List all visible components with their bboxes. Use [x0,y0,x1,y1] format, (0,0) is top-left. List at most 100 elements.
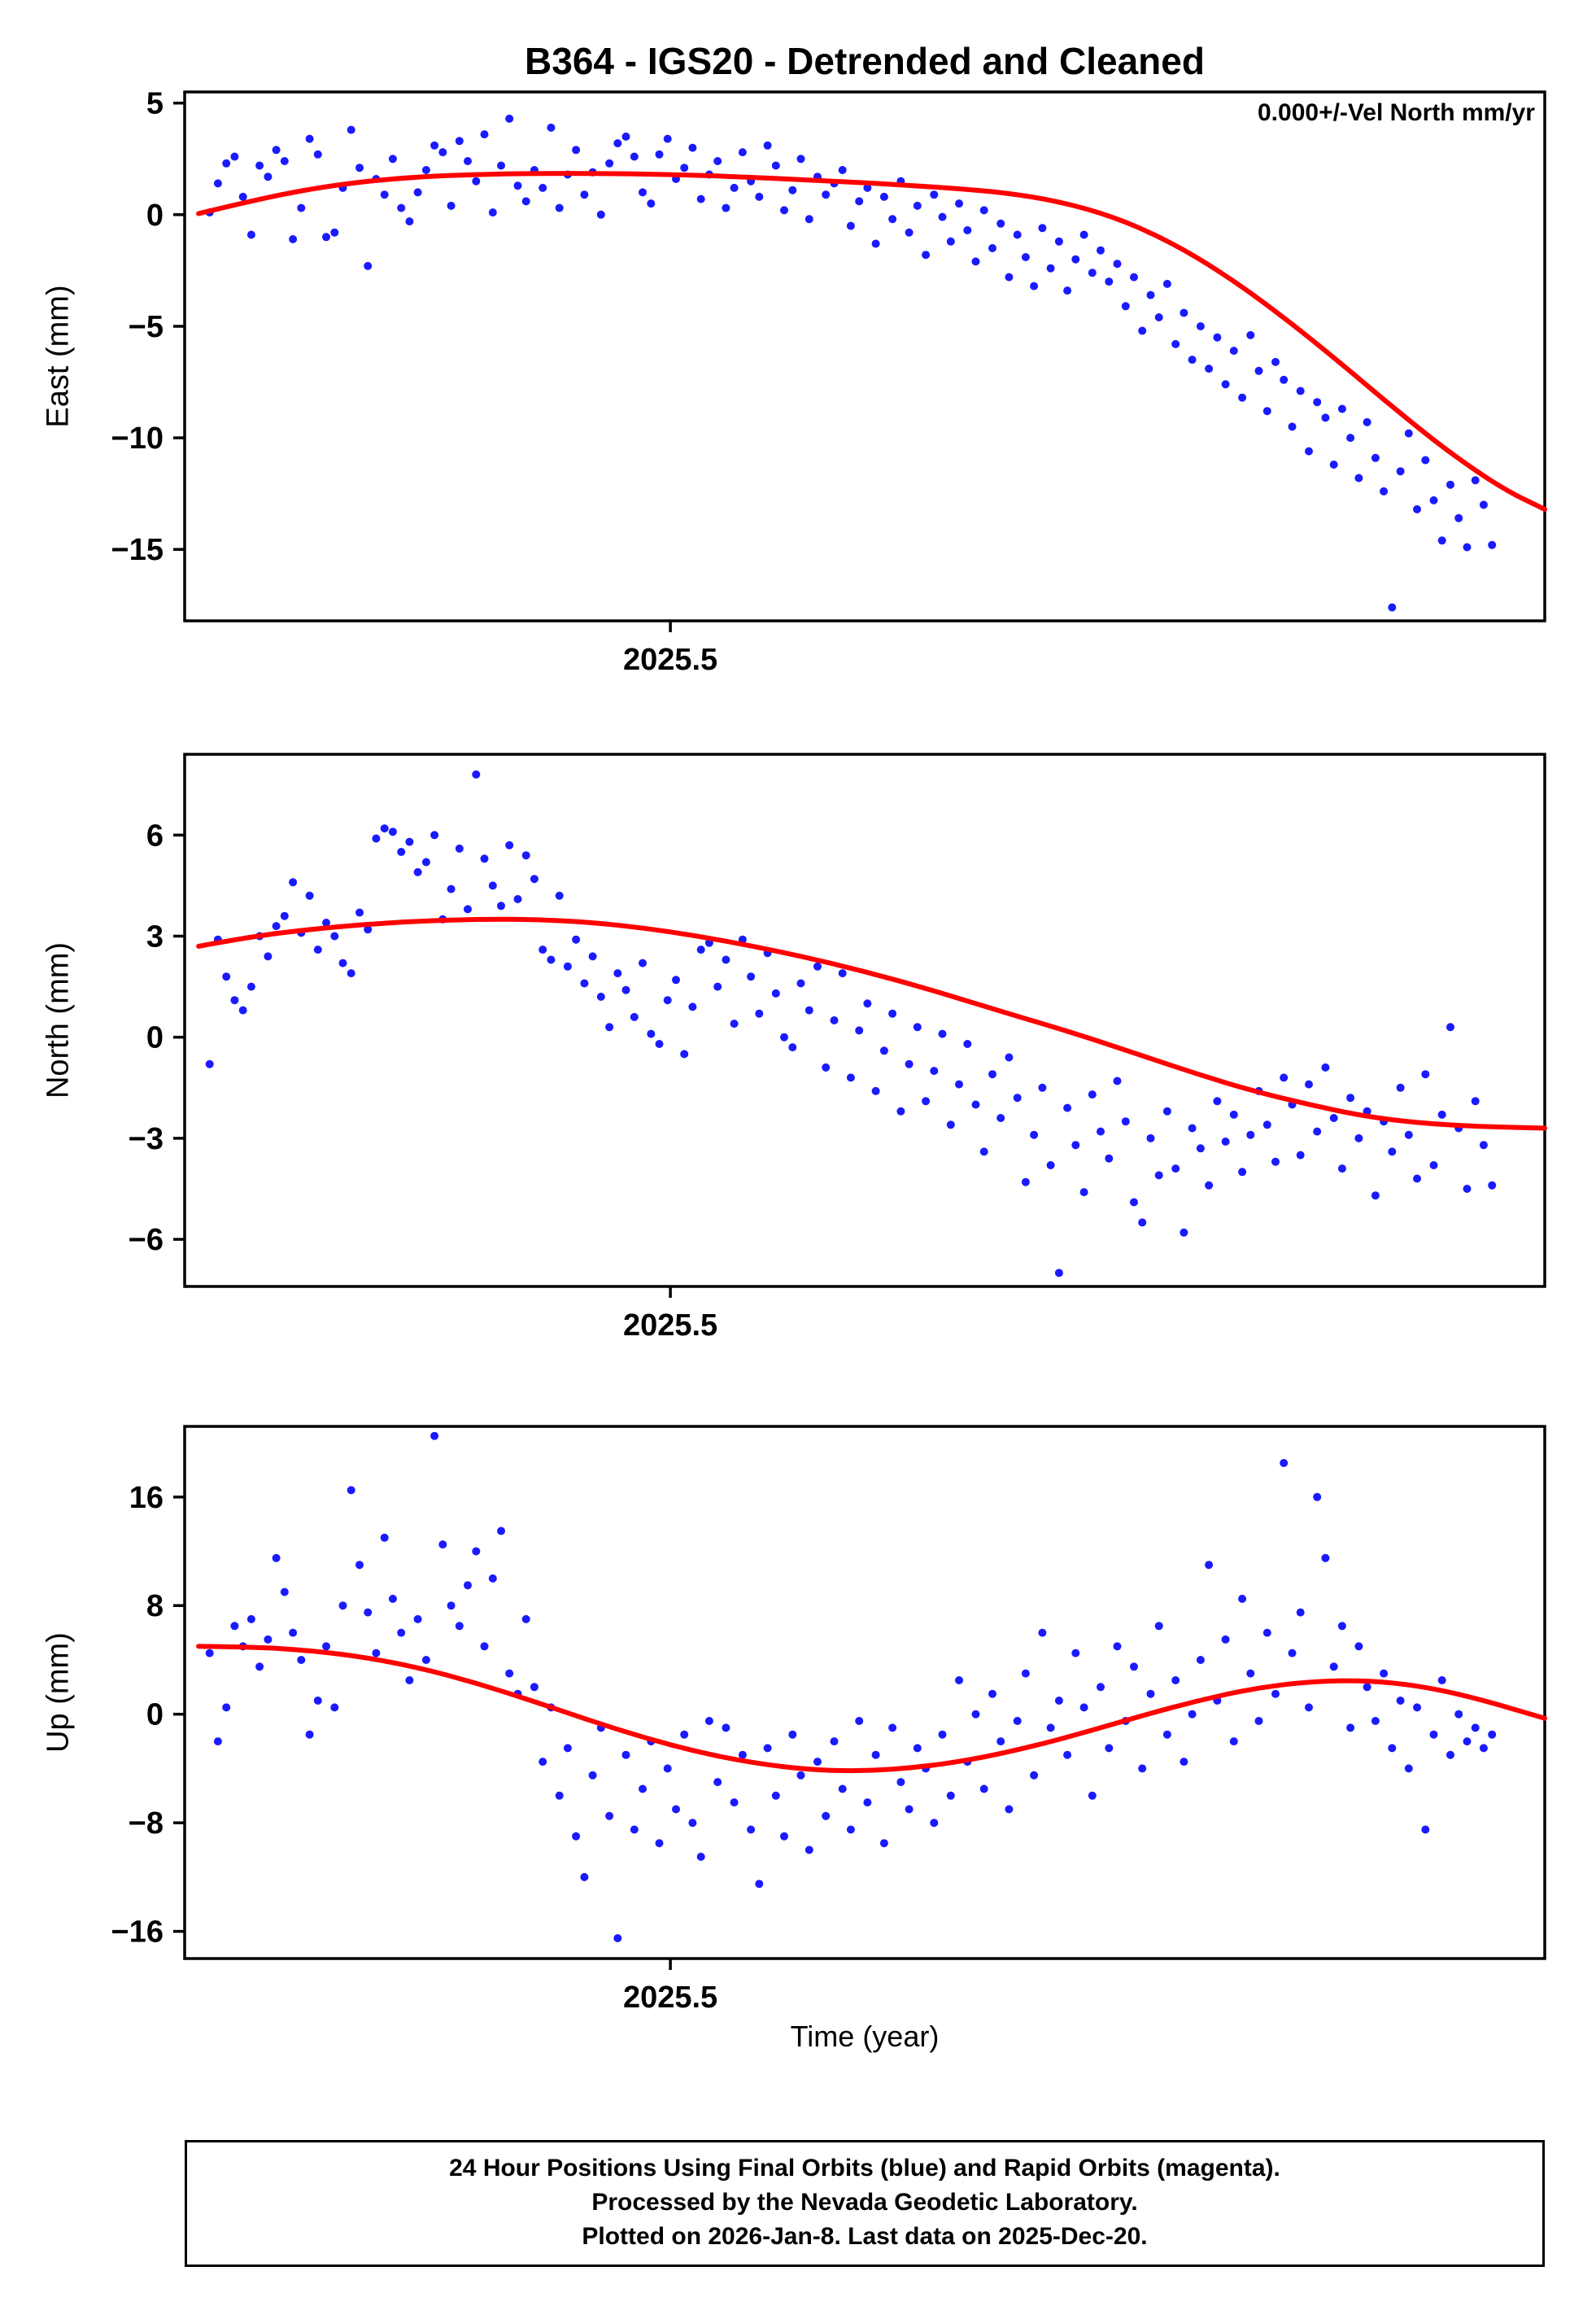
data-point [1113,260,1122,269]
data-point [730,183,739,192]
data-point [338,959,347,967]
data-point [871,1086,880,1095]
data-point [289,235,298,243]
data-point [1313,1127,1322,1136]
data-point [630,152,639,161]
velocity-annotation: 0.000+/-Vel North mm/yr [1258,99,1535,126]
data-point [555,891,564,900]
data-point [1213,333,1222,342]
data-point [1262,1120,1271,1129]
data-point [979,1147,988,1156]
data-point [1238,393,1247,402]
data-point [1254,366,1263,375]
data-point [805,1845,813,1854]
data-point [621,1750,630,1759]
data-point [630,1825,639,1834]
data-point [913,1023,922,1032]
data-point [763,141,772,150]
data-point [1238,1168,1247,1177]
data-point [1305,1703,1313,1712]
data-point [1488,1181,1497,1190]
data-point [1388,1744,1397,1753]
data-point [1105,277,1114,286]
data-point [1246,1669,1255,1678]
data-point [913,1744,922,1753]
x-tick-label: 2025.5 [623,1981,717,2015]
data-point [1296,1151,1305,1160]
data-point [1363,1683,1371,1692]
data-point [1079,1188,1088,1197]
data-point [613,1934,622,1942]
data-point [1337,404,1346,413]
data-point [1413,1174,1421,1183]
data-point [1396,467,1405,476]
data-point [272,1553,281,1562]
panel-0: 5 0 −5 −10 −15 2025.5 [111,87,1547,677]
data-point [630,1012,639,1021]
data-point [1030,282,1039,290]
data-point [1063,1750,1072,1759]
data-point [1138,1764,1147,1773]
plot-frame [183,90,1546,622]
data-point [846,1825,855,1834]
data-point [955,1080,963,1089]
data-point [255,1662,264,1671]
trend-line [196,171,1547,512]
data-point [713,157,722,165]
data-point [755,1880,764,1889]
data-point [822,1811,831,1820]
data-point [863,999,872,1008]
data-point [280,157,289,165]
data-point [1305,1080,1313,1089]
data-point [388,155,397,164]
data-point [555,1791,564,1800]
data-point [1479,1744,1488,1753]
data-point [1013,1094,1022,1103]
data-point [1180,308,1188,317]
y-tick-label: 0 [146,1698,164,1732]
data-point [1221,1635,1230,1644]
data-point [738,148,747,157]
data-point [1071,1649,1080,1657]
data-point [971,257,980,266]
data-point [1413,504,1421,513]
data-point [397,1628,406,1637]
y-tick-label: 6 [146,819,164,853]
trend-line [196,1644,1547,1774]
data-point [696,194,705,203]
data-point [1346,1094,1355,1103]
data-point [1196,1656,1205,1664]
data-point [780,206,788,215]
data-point [1396,1083,1405,1092]
data-point [213,1737,222,1746]
data-point [205,1649,214,1657]
data-point [930,190,939,199]
data-point [1046,1723,1055,1732]
data-point [788,1043,797,1052]
data-point [430,1431,439,1440]
data-point [405,1676,414,1684]
data-point [380,824,389,833]
data-point [405,217,414,226]
data-point [580,1872,589,1881]
data-point [413,188,422,197]
data-point [838,166,847,174]
data-point [1079,1703,1088,1712]
data-point [830,1016,839,1024]
data-point [1371,1717,1380,1725]
data-point [938,1029,947,1038]
data-point [280,1588,289,1596]
data-point [1238,1594,1247,1603]
data-point [588,1771,597,1780]
data-point [605,159,614,168]
data-point [205,1059,214,1068]
data-point [796,979,805,988]
data-point [588,952,597,961]
data-point [246,1614,255,1623]
data-point [322,233,330,242]
data-point [264,173,273,181]
data-point [1171,1164,1180,1173]
data-point [1321,1553,1330,1562]
data-point [1321,413,1330,422]
data-point [871,239,880,248]
